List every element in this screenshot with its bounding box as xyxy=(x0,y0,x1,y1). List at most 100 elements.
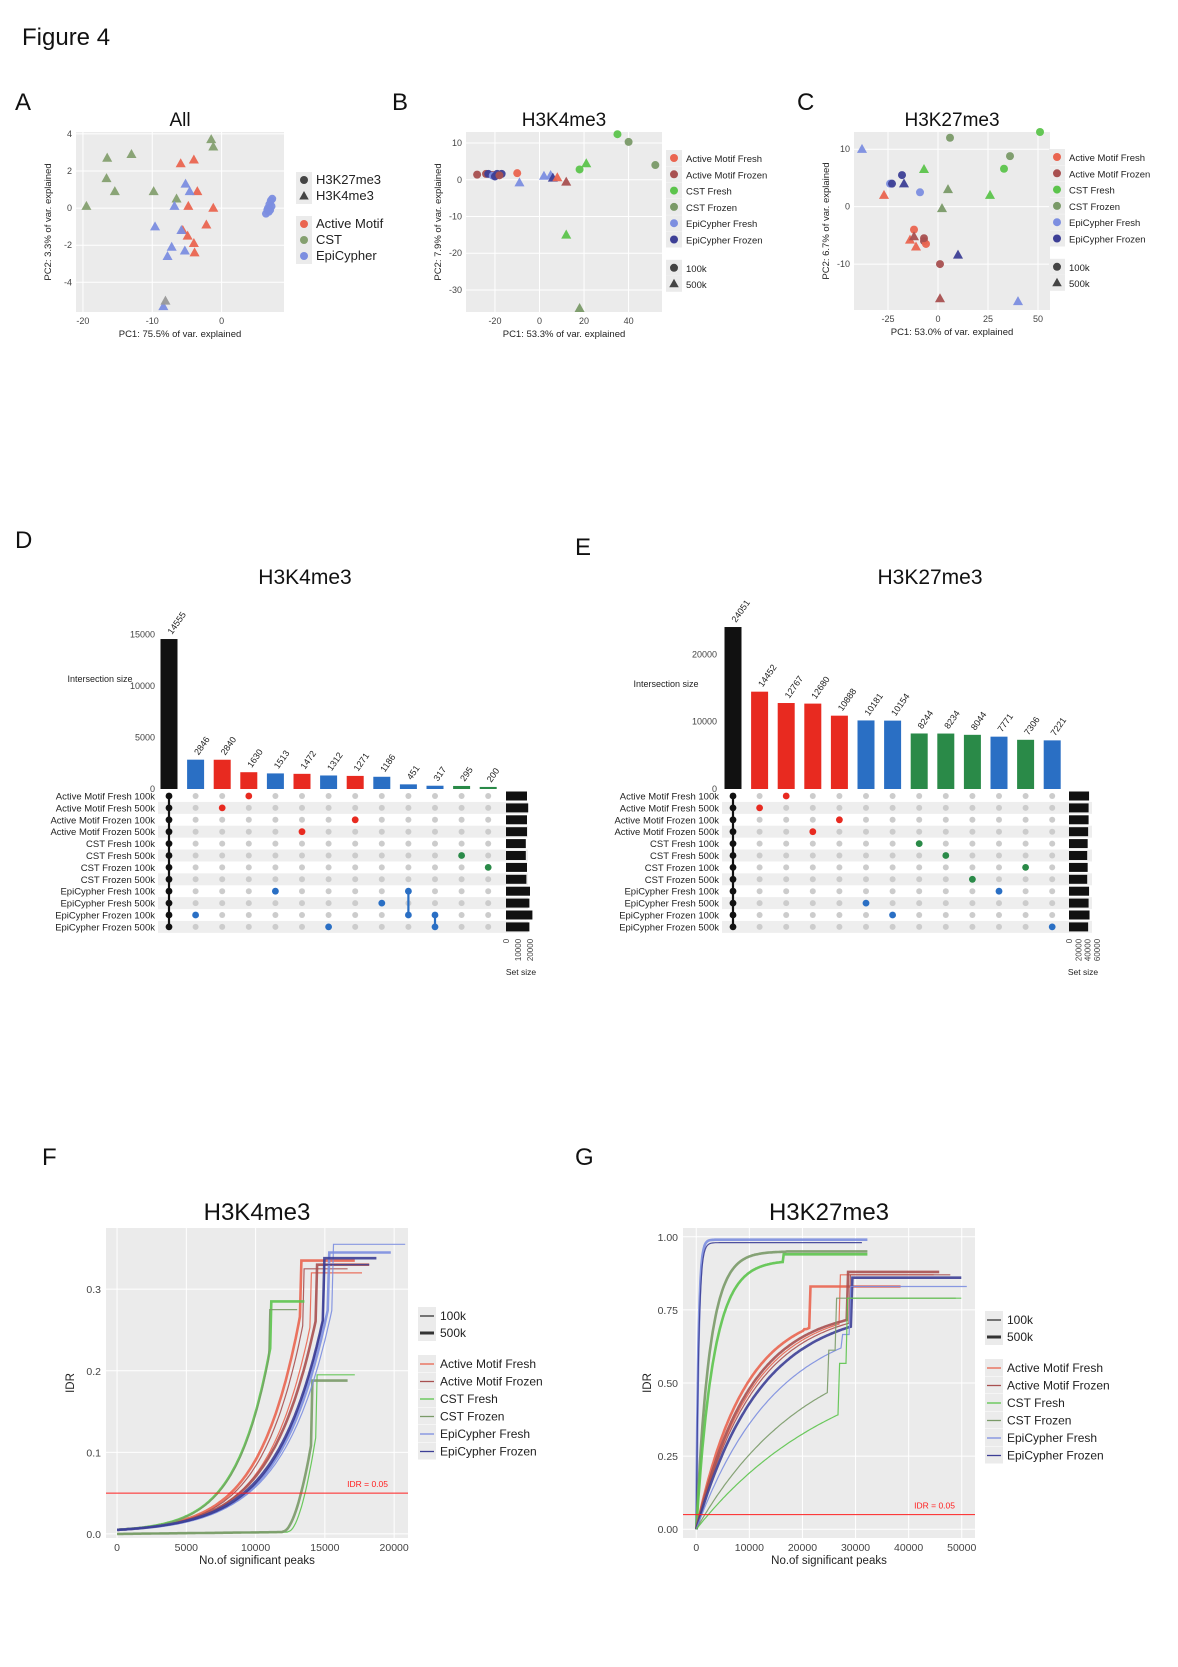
upset-E-row-band xyxy=(722,873,1092,886)
upset-E-dot-inactive xyxy=(809,923,816,930)
upset-E-dot-inactive xyxy=(942,864,949,871)
upset-E-dot-inactive xyxy=(1049,793,1056,799)
panel-letter-f: F xyxy=(42,1144,57,1171)
upset-D-set-label: Active Motif Frozen 100k xyxy=(50,815,155,826)
idr-G-x-label: No.of significant peaks xyxy=(771,1555,887,1567)
upset-D-set-size-tick: 10000 xyxy=(514,938,523,961)
upset-E-dot-inactive xyxy=(1022,816,1029,823)
upset-E-bar xyxy=(857,720,875,789)
upset-D-dot-inactive xyxy=(192,816,199,823)
idr-G-x-tick: 30000 xyxy=(841,1542,870,1554)
idr-G-x-tick: 40000 xyxy=(894,1542,923,1554)
upset-E-set-size-bar xyxy=(1069,910,1090,920)
upset-D-set-label: EpiCypher Fresh 100k xyxy=(60,887,155,898)
idr-G-y-tick: 1.00 xyxy=(658,1232,679,1244)
upset-E-dot-inactive xyxy=(916,900,923,907)
upset-E-bar xyxy=(884,720,902,789)
upset-D-dot-inactive xyxy=(245,888,252,895)
upset-D-dot-inactive xyxy=(352,840,359,847)
upset-D-dot-active xyxy=(272,887,279,895)
upset-D-bar-value: 200 xyxy=(485,766,502,784)
upset-D-bar xyxy=(426,785,444,789)
pca-C-point-circle xyxy=(1006,152,1014,161)
upset-D-dot-inactive xyxy=(432,793,438,799)
upset-D-dot-inactive xyxy=(245,804,252,811)
pca-B-legend-dot xyxy=(670,202,678,211)
upset-E-dot-active xyxy=(1048,923,1056,931)
upset-D-dot-inactive xyxy=(272,840,279,847)
upset-E-dot-inactive xyxy=(1022,840,1029,847)
upset-E-dot-inactive xyxy=(889,793,896,799)
upset-E-dot-inactive xyxy=(756,840,763,847)
upset-D-dot-inactive xyxy=(432,804,438,811)
upset-E-dot-inactive xyxy=(1049,900,1056,907)
upset-E-dot-inactive xyxy=(783,900,790,907)
upset-E-dot-inactive xyxy=(969,888,976,895)
upset-E-dot-inactive xyxy=(1049,876,1056,883)
upset-E-dot-inactive xyxy=(889,876,896,883)
upset-D-dot-inactive xyxy=(192,852,199,859)
pca-A-point-triangle xyxy=(158,301,169,311)
upset-E-dot-inactive xyxy=(889,864,896,871)
upset-D-bar-value: 451 xyxy=(405,763,422,781)
upset-D-dot-active xyxy=(192,911,200,919)
upset-E-set-size-bar xyxy=(1069,791,1090,801)
upset-E-dot-active xyxy=(756,804,763,812)
upset-D-dot-inactive xyxy=(299,876,305,883)
upset-D-dot-inactive xyxy=(458,840,465,847)
upset-D-dot-inactive xyxy=(299,888,305,895)
upset-E-dot-inactive xyxy=(863,816,869,823)
upset-E-dot-active xyxy=(969,875,976,883)
upset-D-set-label: Active Motif Fresh 500k xyxy=(56,803,156,814)
upset-D-dot-inactive xyxy=(299,852,305,859)
idr-F-legend-label: 500k xyxy=(440,1326,467,1340)
pca-A-point-triangle xyxy=(169,200,180,210)
pca-C-legend-label: CST Frozen xyxy=(1069,202,1120,213)
upset-E-dot-inactive xyxy=(756,876,763,883)
upset-E-bar-value: 10154 xyxy=(889,692,912,718)
pca-A-legend-label: Active Motif xyxy=(316,216,384,231)
upset-E-dot-inactive xyxy=(916,923,923,930)
upset-D-bar xyxy=(213,759,231,789)
pca-A-point-triangle xyxy=(126,148,137,158)
upset-E-set-label: Active Motif Fresh 100k xyxy=(620,792,720,803)
pca-B-x-tick: 20 xyxy=(579,316,589,326)
upset-E-dot-inactive xyxy=(969,793,976,799)
upset-D-row-band xyxy=(158,873,528,886)
upset-D-dot-inactive xyxy=(325,793,332,799)
upset-E-dot-inactive xyxy=(836,852,843,859)
upset-E-set-size-bar xyxy=(1069,862,1088,872)
idr-G-y-tick: 0.50 xyxy=(658,1378,679,1390)
upset-D-dot-inactive xyxy=(432,876,438,883)
upset-E-set-label: Active Motif Frozen 100k xyxy=(614,815,719,826)
upset-E-dot-inactive xyxy=(942,876,949,883)
upset-E-bar xyxy=(990,736,1008,789)
upset-D-dot-inactive xyxy=(272,828,279,835)
upset-D-dot-inactive xyxy=(485,816,492,823)
upset-D-dot-inactive xyxy=(272,900,279,907)
pca-B-point-triangle xyxy=(561,229,572,239)
upset-D-dot-inactive xyxy=(219,900,226,907)
upset-D-dot-inactive xyxy=(219,864,226,871)
upset-D-dot-inactive xyxy=(458,804,465,811)
upset-D-dot-active xyxy=(458,852,465,859)
upset-E-dot-inactive xyxy=(863,888,869,895)
upset-E-set-size-tick: 20000 xyxy=(1074,938,1083,961)
upset-D-bar xyxy=(373,776,391,789)
pca-C-y-label: PC2: 6.7% of var. explained xyxy=(821,162,832,279)
idr-G-series-line xyxy=(695,1250,868,1530)
upset-D-dot-inactive xyxy=(219,852,226,859)
idr-F-legend-label: CST Frozen xyxy=(440,1410,504,1424)
upset-E-dot-inactive xyxy=(756,828,763,835)
upset-D-dot-inactive xyxy=(432,852,438,859)
upset-E-bar-value: 24051 xyxy=(729,598,752,624)
upset-E-dot-inactive xyxy=(783,912,790,918)
pca-B-y-tick: -10 xyxy=(449,211,462,221)
upset-D-bar xyxy=(240,772,258,789)
upset-E-dot-inactive xyxy=(969,828,976,835)
upset-E-dot-active xyxy=(782,792,790,800)
idr-F-x-tick: 5000 xyxy=(175,1542,199,1554)
upset-E-row-band xyxy=(722,825,1092,838)
idr-F-legend-label: EpiCypher Frozen xyxy=(440,1445,537,1459)
upset-D-dot-inactive xyxy=(352,793,359,799)
